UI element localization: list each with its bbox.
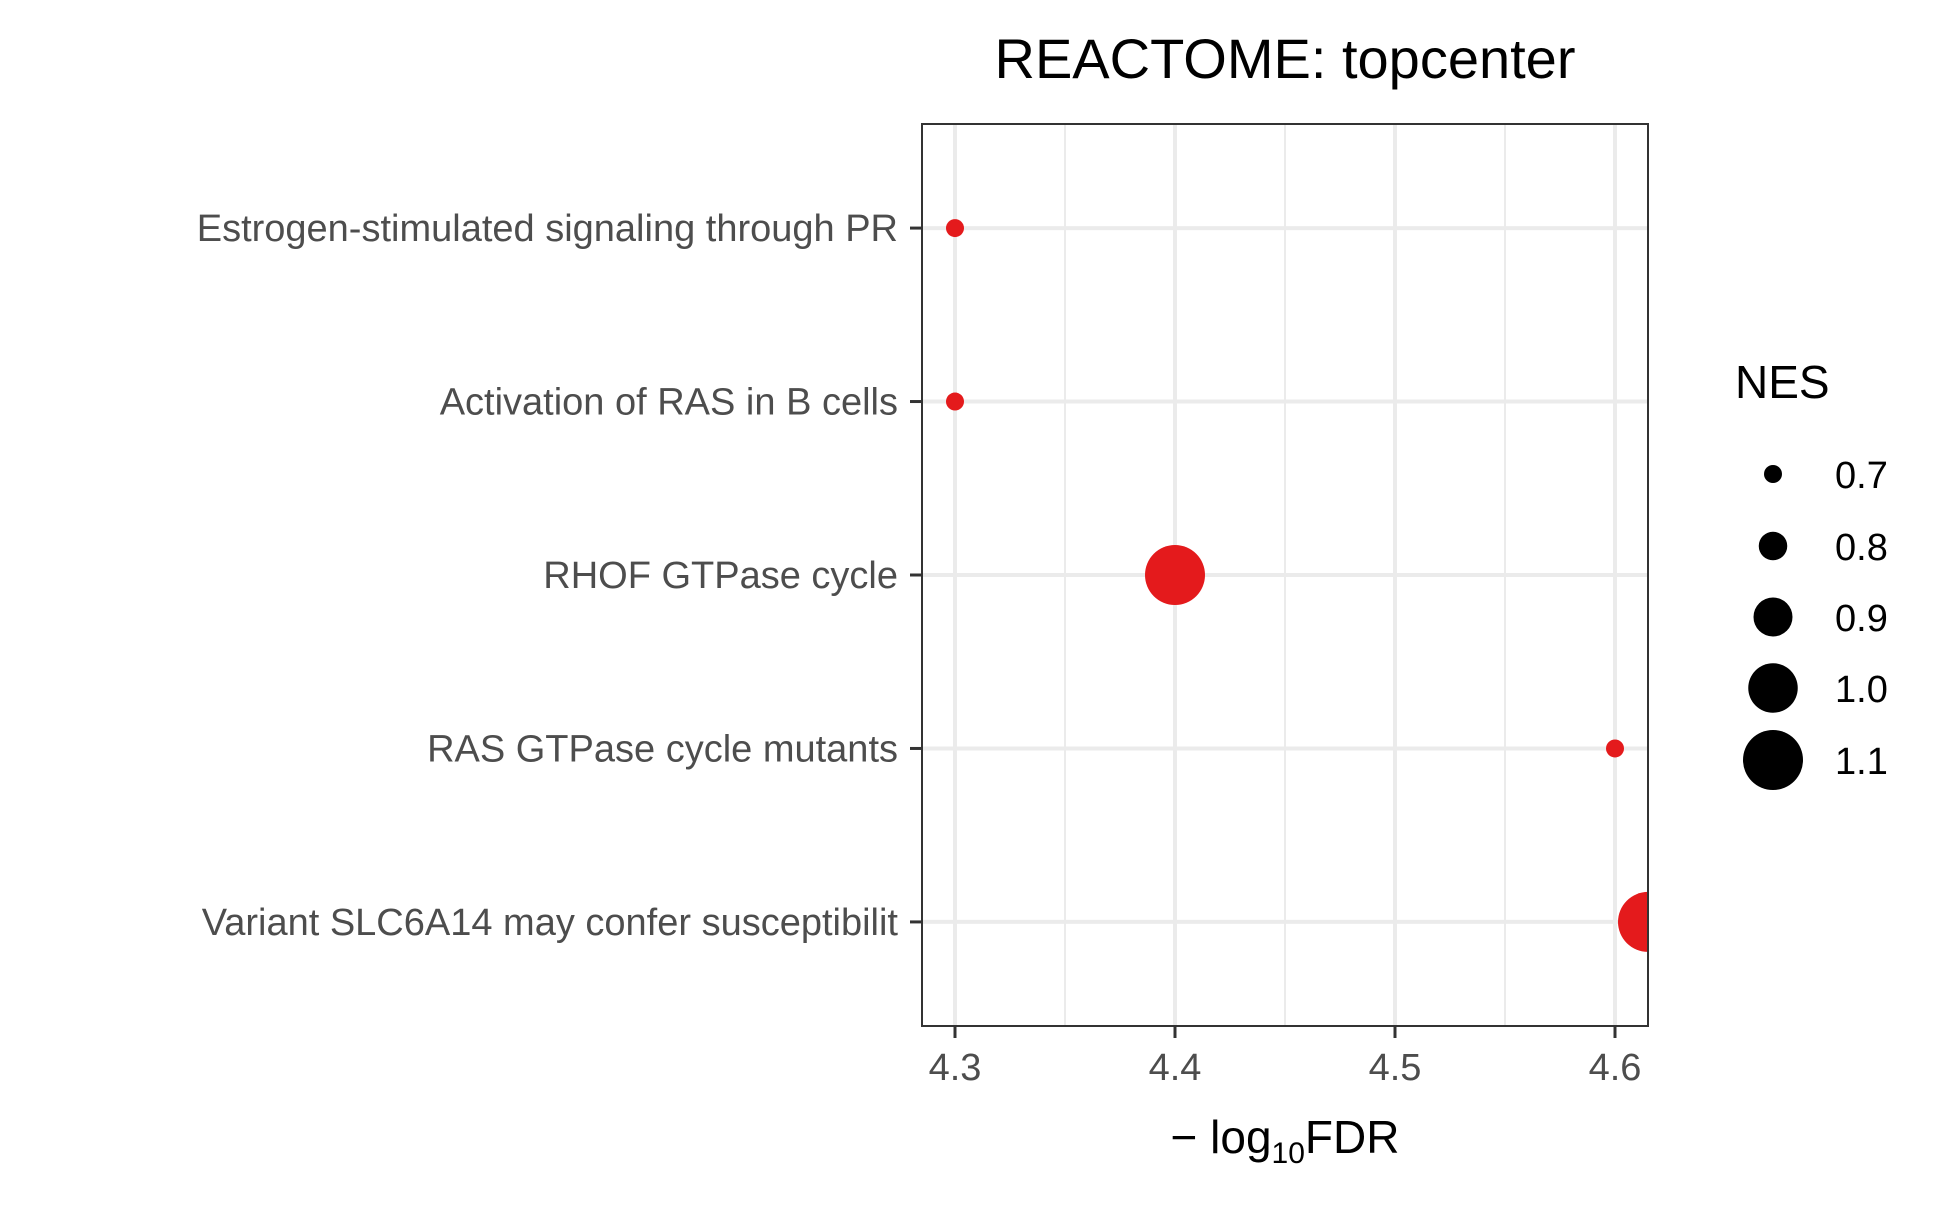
legend: NES 0.7 0.8 0.9 1.0 1.1 bbox=[1735, 356, 1888, 790]
x-axis-title-suffix: FDR bbox=[1305, 1111, 1400, 1163]
legend-label: 1.0 bbox=[1835, 669, 1888, 711]
data-point bbox=[1145, 545, 1205, 605]
x-tick-label: 4.5 bbox=[1369, 1047, 1422, 1089]
data-point bbox=[946, 219, 964, 238]
x-tick-label: 4.3 bbox=[929, 1047, 982, 1089]
x-axis-title: − log10FDR bbox=[1171, 1111, 1400, 1170]
y-tick-label: RHOF GTPase cycle bbox=[543, 555, 898, 597]
x-axis-title-prefix: − log bbox=[1171, 1111, 1272, 1163]
legend-key bbox=[1753, 597, 1793, 637]
legend-key bbox=[1758, 531, 1788, 561]
legend-label: 0.9 bbox=[1835, 598, 1888, 640]
x-axis-title-subscript: 10 bbox=[1272, 1137, 1305, 1170]
data-point bbox=[946, 392, 964, 411]
x-tick-label: 4.4 bbox=[1149, 1047, 1202, 1089]
plot-area: Estrogen-stimulated signaling through PR… bbox=[197, 123, 1649, 1089]
legend-label: 0.8 bbox=[1835, 527, 1888, 569]
x-tick-label: 4.6 bbox=[1589, 1047, 1642, 1089]
legend-title: NES bbox=[1735, 356, 1830, 408]
legend-key bbox=[1748, 663, 1798, 713]
y-tick-label: Estrogen-stimulated signaling through PR bbox=[197, 208, 898, 250]
data-point bbox=[1606, 739, 1624, 758]
chart-title: REACTOME: topcenter bbox=[995, 27, 1576, 90]
data-point bbox=[1618, 891, 1648, 952]
legend-key bbox=[1764, 465, 1782, 483]
y-tick-label: RAS GTPase cycle mutants bbox=[427, 728, 898, 770]
legend-label: 1.1 bbox=[1835, 741, 1888, 783]
y-tick-label: Variant SLC6A14 may confer susceptibilit bbox=[202, 902, 899, 944]
legend-key bbox=[1743, 730, 1803, 790]
legend-label: 0.7 bbox=[1835, 455, 1888, 497]
data-points bbox=[946, 219, 1648, 952]
y-tick-label: Activation of RAS in B cells bbox=[440, 382, 898, 424]
